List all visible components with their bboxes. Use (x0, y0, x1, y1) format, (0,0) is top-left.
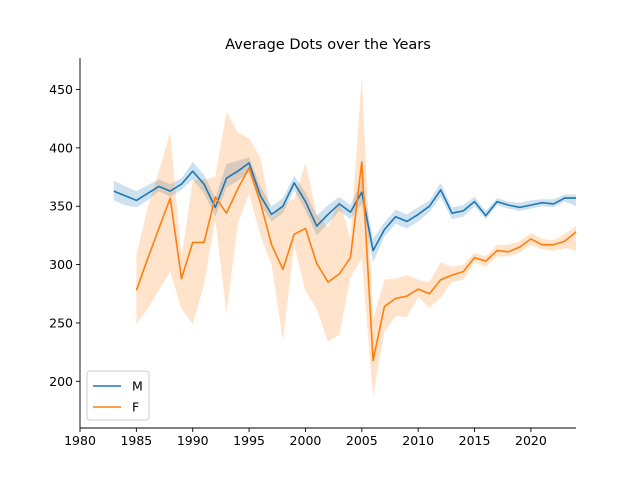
x-tick-label: 1995 (233, 433, 265, 448)
y-tick-label: 300 (49, 257, 73, 272)
x-tick-label: 2005 (346, 433, 378, 448)
x-tick-label: 2020 (515, 433, 547, 448)
x-tick-label: 1985 (120, 433, 152, 448)
x-tick-label: 2015 (459, 433, 491, 448)
legend-label-0: M (132, 379, 143, 394)
y-tick-label: 400 (49, 140, 73, 155)
legend: MF (86, 370, 150, 421)
axes: 1980 1985 1990 1995 2000 2005 2010 2015 2020 200 2… (49, 58, 576, 448)
x-tick-label: 2000 (290, 433, 322, 448)
y-tick-label: 450 (49, 82, 73, 97)
chart-title: Average Dots over the Years (225, 37, 431, 53)
ci-band-1 (136, 75, 576, 397)
y-tick-label: 250 (49, 315, 73, 330)
legend-label-1: F (132, 400, 139, 415)
y-tick-label: 350 (49, 199, 73, 214)
x-tick-label: 1990 (177, 433, 209, 448)
y-tick-label: 200 (49, 374, 73, 389)
ci-band-0 (113, 157, 577, 263)
series-lines (113, 161, 577, 362)
x-tick-label: 2010 (402, 433, 434, 448)
series-line-0 (113, 162, 576, 252)
x-tick-label: 1980 (64, 433, 96, 448)
confidence-bands (113, 75, 577, 397)
series-line-1 (135, 161, 577, 362)
